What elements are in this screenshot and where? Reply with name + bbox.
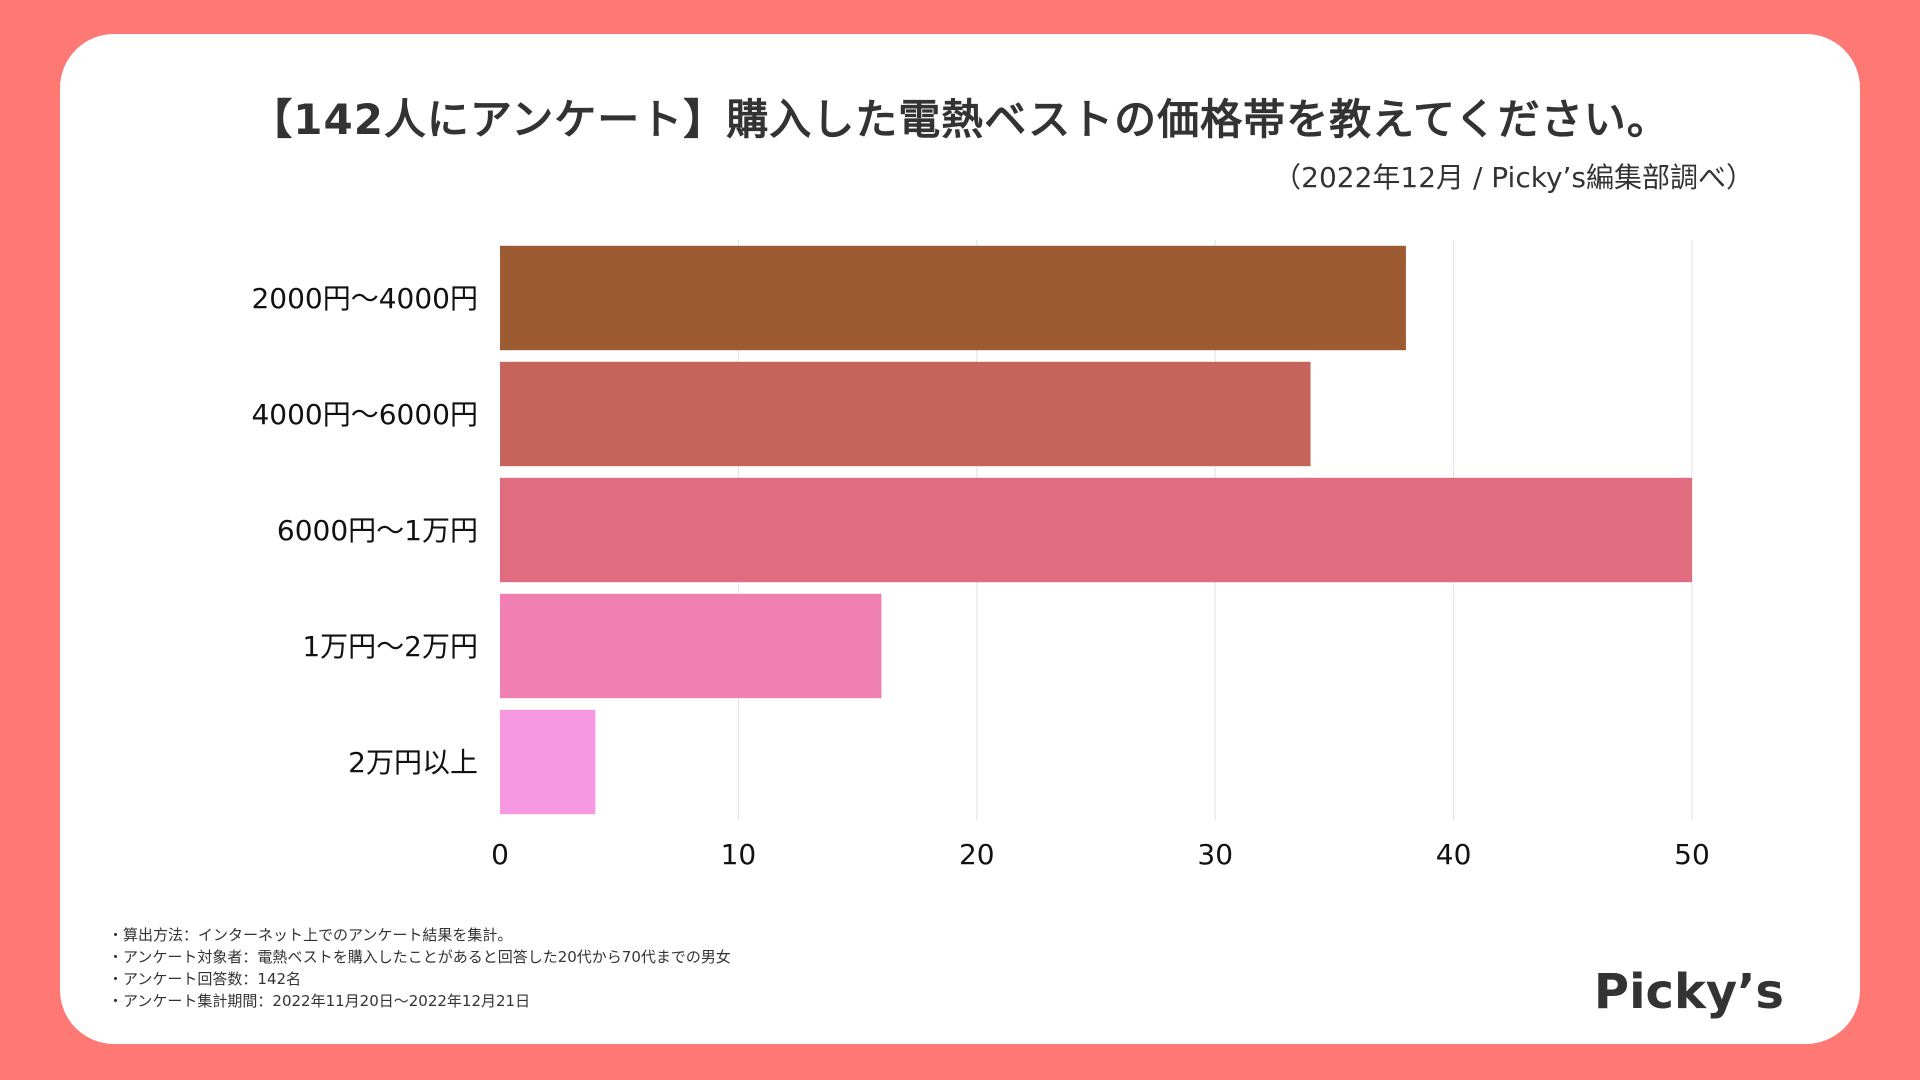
note-target: ・アンケート対象者：電熱ベストを購入したことがあると回答した20代から70代まで… bbox=[108, 948, 731, 966]
y-category-label: 4000円〜6000円 bbox=[251, 398, 478, 431]
x-tick-label: 50 bbox=[1674, 838, 1710, 871]
note-count: ・アンケート回答数：142名 bbox=[108, 970, 302, 988]
note-method: ・算出方法：インターネット上でのアンケート結果を集計。 bbox=[108, 926, 513, 944]
y-category-label: 1万円〜2万円 bbox=[302, 630, 478, 663]
bar-5 bbox=[500, 709, 596, 815]
y-category-label: 6000円〜1万円 bbox=[277, 514, 478, 547]
chart-title: 【142人にアンケート】購入した電熱ベストの価格帯を教えてください。 bbox=[250, 95, 1670, 144]
bar-chart: 01020304050（人）2000円〜4000円4000円〜6000円6000… bbox=[251, 240, 1710, 871]
bar-3 bbox=[500, 477, 1692, 583]
chart-subtitle: （2022年12月 / Picky’s編集部調べ） bbox=[1273, 161, 1754, 194]
bar-1 bbox=[500, 245, 1406, 351]
x-tick-label: 40 bbox=[1436, 838, 1472, 871]
chart-card: 【142人にアンケート】購入した電熱ベストの価格帯を教えてください。 （2022… bbox=[60, 34, 1860, 1044]
y-category-label: 2万円以上 bbox=[348, 746, 478, 779]
y-category-label: 2000円〜4000円 bbox=[251, 282, 478, 315]
bar-4 bbox=[500, 593, 882, 699]
bar-2 bbox=[500, 361, 1311, 467]
note-period: ・アンケート集計期間：2022年11月20日〜2022年12月21日 bbox=[108, 992, 531, 1010]
survey-notes: ・算出方法：インターネット上でのアンケート結果を集計。 ・アンケート対象者：電熱… bbox=[108, 924, 731, 1012]
picky-s-logo: Picky’s bbox=[1593, 964, 1784, 1020]
x-tick-label: 0 bbox=[491, 838, 509, 871]
x-tick-label: 20 bbox=[959, 838, 995, 871]
x-tick-label: 30 bbox=[1197, 838, 1233, 871]
x-tick-label: 10 bbox=[721, 838, 757, 871]
